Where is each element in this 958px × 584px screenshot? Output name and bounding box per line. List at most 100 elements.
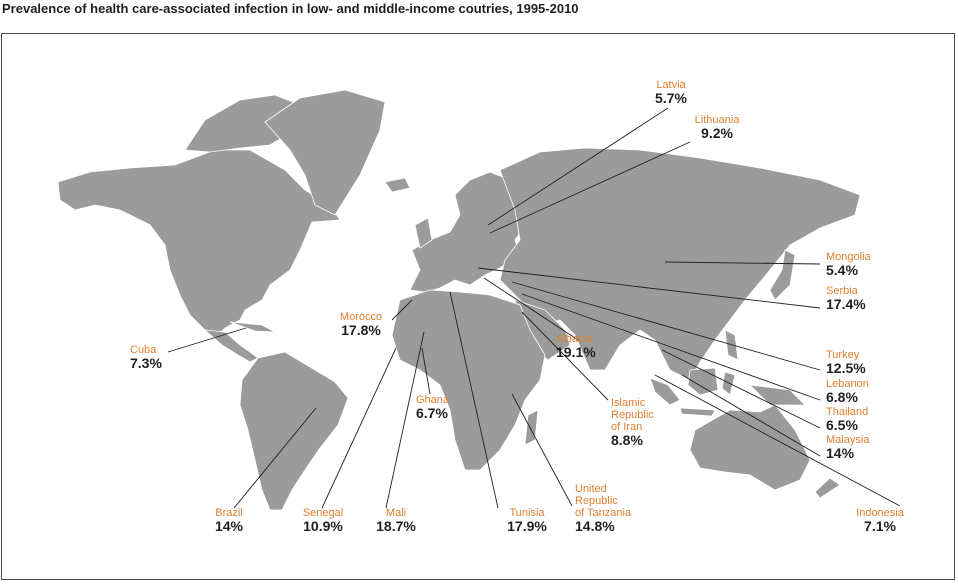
leader-line-mali: [385, 331, 425, 509]
africa-landmass: [391, 289, 546, 471]
leader-line-senegal: [321, 347, 397, 509]
country-label-lebanon: Lebanon 6.8%: [826, 378, 869, 405]
country-label-mongolia: Mongolia 5.4%: [826, 251, 871, 278]
south-america-landmass: [239, 351, 349, 511]
country-value: 19.1%: [556, 344, 596, 360]
country-name-line-3: of Tanzania: [575, 507, 632, 519]
leader-line-ghana: [421, 347, 431, 395]
country-name-line-1: United: [575, 483, 607, 495]
country-label-tanzania: United Republic of Tanzania 14.8%: [575, 483, 631, 534]
country-name: Malaysia: [826, 434, 870, 446]
country-label-iran: Islamic Republic of Iran 8.8%: [611, 397, 654, 448]
leader-line-iran: [521, 311, 609, 401]
country-label-thailand: Thailand 6.5%: [826, 406, 868, 433]
country-value: 6.7%: [416, 405, 448, 421]
java-landmass: [679, 407, 716, 417]
country-label-malaysia: Malaysia 14%: [826, 434, 869, 461]
country-name: Thailand: [826, 406, 869, 418]
country-name: Indonesia: [856, 507, 904, 519]
country-label-morocco: Morocco 17.8%: [340, 311, 382, 338]
country-label-indonesia: Indonesia 7.1%: [856, 507, 904, 534]
country-label-turkey: Turkey 12.5%: [826, 349, 866, 376]
leader-line-cuba: [167, 327, 247, 353]
country-label-lithuania: Lithuania 9.2%: [695, 114, 740, 141]
leader-line-brazil: [233, 407, 317, 509]
country-label-albania: Albania 19.1%: [556, 333, 596, 360]
australia-landmass: [689, 404, 811, 491]
leader-line-tunisia: [449, 291, 499, 509]
central-america-landmass: [203, 329, 259, 363]
country-name-line-1: Islamic: [611, 397, 646, 409]
country-name-line-3: of Iran: [611, 421, 643, 433]
country-name: Senegal: [302, 507, 344, 519]
country-value: 5.4%: [826, 262, 858, 278]
country-label-brazil: Brazil 14%: [215, 507, 243, 534]
leader-line-thailand: [661, 349, 821, 429]
leader-line-turkey: [511, 281, 821, 371]
country-label-ghana: Ghana 6.7%: [416, 394, 449, 421]
new-zealand-landmass: [814, 477, 841, 499]
leader-line-mongolia: [664, 261, 821, 265]
country-name: Albania: [556, 333, 593, 345]
north-america-landmass: [57, 149, 341, 336]
country-name: Serbia: [826, 285, 858, 297]
country-label-mali: Mali 18.7%: [376, 507, 416, 534]
country-label-cuba: Cuba 7.3%: [130, 344, 162, 371]
country-value: 7.1%: [864, 518, 896, 534]
country-name: Mongolia: [826, 251, 871, 263]
country-value: 10.9%: [303, 518, 343, 534]
leader-line-serbia: [477, 267, 821, 309]
country-value: 14%: [214, 518, 244, 534]
greenland-landmass: [264, 89, 386, 216]
country-value: 17.9%: [507, 518, 547, 534]
country-name: Lithuania: [694, 114, 740, 126]
country-name: Brazil: [215, 507, 243, 519]
country-value: 6.8%: [826, 389, 858, 405]
japan-landmass: [769, 249, 796, 301]
leader-lines: [167, 107, 901, 509]
leader-line-tanzania: [511, 393, 573, 507]
country-value: 7.3%: [130, 355, 162, 371]
leader-line-albania: [483, 277, 579, 341]
country-name-line-2: Republic: [575, 495, 618, 507]
country-name: Ghana: [416, 394, 450, 406]
country-value: 6.5%: [826, 417, 858, 433]
country-value: 18.7%: [376, 518, 416, 534]
leader-line-indonesia: [654, 374, 901, 507]
country-value: 8.8%: [611, 432, 643, 448]
country-name: Turkey: [826, 349, 860, 361]
country-value: 5.7%: [655, 90, 687, 106]
leader-line-lebanon: [521, 293, 821, 401]
country-name: Cuba: [130, 344, 157, 356]
borneo-landmass: [687, 367, 719, 396]
cuba-landmass: [229, 321, 276, 333]
leader-line-latvia: [487, 107, 669, 226]
iceland-landmass: [384, 177, 411, 193]
leader-line-lithuania: [489, 141, 691, 234]
country-name-line-2: Republic: [611, 409, 654, 421]
sulawesi-landmass: [721, 371, 736, 396]
country-value: 14%: [826, 445, 855, 461]
leader-line-morocco: [391, 299, 413, 321]
country-label-tunisia: Tunisia 17.9%: [507, 507, 547, 534]
british-isles-landmass: [414, 217, 433, 249]
leader-line-malaysia: [681, 374, 821, 457]
country-value: 12.5%: [826, 360, 866, 376]
country-name: Morocco: [339, 311, 383, 323]
country-label-senegal: Senegal 10.9%: [303, 507, 343, 534]
sumatra-landmass: [649, 377, 681, 406]
country-label-serbia: Serbia 17.4%: [826, 285, 866, 312]
country-value: 14.8%: [575, 518, 615, 534]
map-frame: [1, 33, 955, 580]
map-title: Prevalence of health care-associated inf…: [2, 1, 579, 16]
country-name: Lebanon: [826, 378, 869, 390]
country-name: Tunisia: [509, 507, 545, 519]
country-value: 17.4%: [826, 296, 866, 312]
country-value: 9.2%: [701, 125, 733, 141]
country-name: Mali: [385, 507, 407, 519]
country-value: 17.8%: [341, 322, 381, 338]
new-guinea-landmass: [748, 384, 806, 406]
country-label-latvia: Latvia 5.7%: [655, 79, 687, 106]
country-name: Latvia: [656, 79, 686, 91]
